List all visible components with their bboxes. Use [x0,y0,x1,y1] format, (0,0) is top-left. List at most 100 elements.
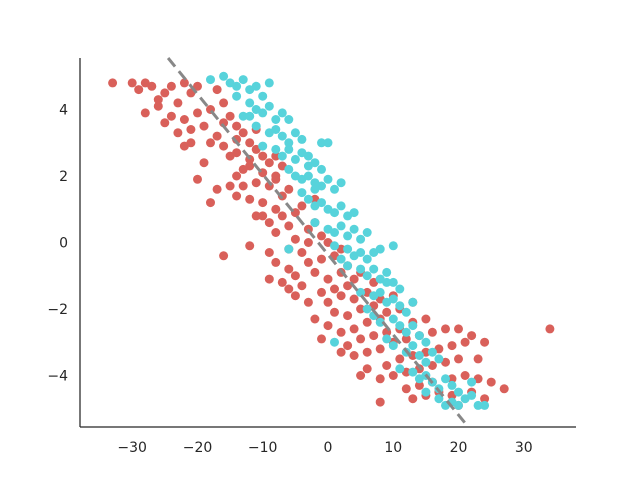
data-point [356,234,366,244]
data-point [303,257,313,267]
data-point [303,194,313,204]
data-point [323,274,333,284]
data-point [284,264,294,274]
y-tick-label: −4 [47,369,68,385]
data-point [212,85,222,95]
data-point [284,244,294,254]
data-point [356,287,366,297]
data-point [362,254,372,264]
data-point [408,341,418,351]
data-point [343,244,353,254]
data-point [421,357,431,367]
data-point [480,400,490,410]
data-point [303,297,313,307]
data-point [362,347,372,357]
data-point [454,400,463,410]
data-point [336,347,346,357]
data-point [245,194,255,204]
data-point [454,354,463,364]
data-point [336,327,346,337]
data-point [382,361,392,370]
data-point [193,81,202,91]
data-point [317,231,326,241]
data-point [349,351,359,360]
data-point [212,131,222,141]
data-point [388,341,398,351]
data-point [388,277,398,287]
data-point [173,128,183,138]
data-point [323,174,333,184]
data-point [460,337,470,347]
data-point [356,371,366,380]
data-point [232,91,242,101]
data-point [290,271,300,281]
data-point [284,284,294,294]
data-point [206,198,215,208]
data-point [310,314,320,324]
data-point [395,284,405,294]
data-point [349,224,359,234]
data-point [199,121,209,131]
data-point [375,287,385,297]
data-point [388,371,398,380]
data-point [362,228,372,237]
data-point [297,281,307,291]
data-point [473,400,483,410]
data-point [290,154,300,164]
data-point [271,204,281,214]
data-point [330,241,339,251]
data-point [401,327,411,337]
data-point [317,334,326,344]
data-point [323,138,333,148]
data-point [317,287,326,297]
data-point [336,291,346,301]
data-point [454,387,463,397]
data-point [271,151,281,161]
data-point [336,254,346,264]
data-point [225,111,235,121]
data-point [336,201,346,211]
x-tick-label: −20 [183,440,213,456]
data-point [245,98,255,108]
data-point [414,380,424,390]
data-point [277,211,287,221]
data-point [356,248,366,257]
data-point [336,221,346,231]
data-point [388,294,398,304]
data-point [225,181,235,191]
data-point [271,171,281,181]
data-point [388,241,398,251]
data-point [160,118,170,128]
data-point [166,81,176,91]
data-point [330,228,339,237]
data-point [460,371,470,380]
data-point [258,198,268,208]
data-point [258,91,268,101]
data-point [238,111,248,121]
data-point [179,115,189,124]
data-point [271,228,281,237]
data-point [238,181,248,191]
series-1 [206,71,490,410]
data-point [186,125,196,134]
data-point [212,184,222,194]
x-axis-ticks: −30 −20 −10 0 10 20 30 [117,440,532,456]
data-point [330,307,339,317]
data-point [369,331,379,341]
data-point [467,377,477,387]
data-point [447,341,457,351]
data-point [134,85,144,95]
data-point [349,324,359,334]
data-point [421,337,431,347]
data-point [323,297,333,307]
data-point [147,81,157,91]
x-tick-label: 10 [384,440,402,456]
data-point [186,138,196,148]
data-point [264,101,274,111]
x-tick-label: 20 [450,440,468,456]
data-point [251,121,261,131]
data-point [232,171,242,181]
data-point [219,251,229,261]
data-point [271,144,281,154]
data-point [447,374,457,384]
